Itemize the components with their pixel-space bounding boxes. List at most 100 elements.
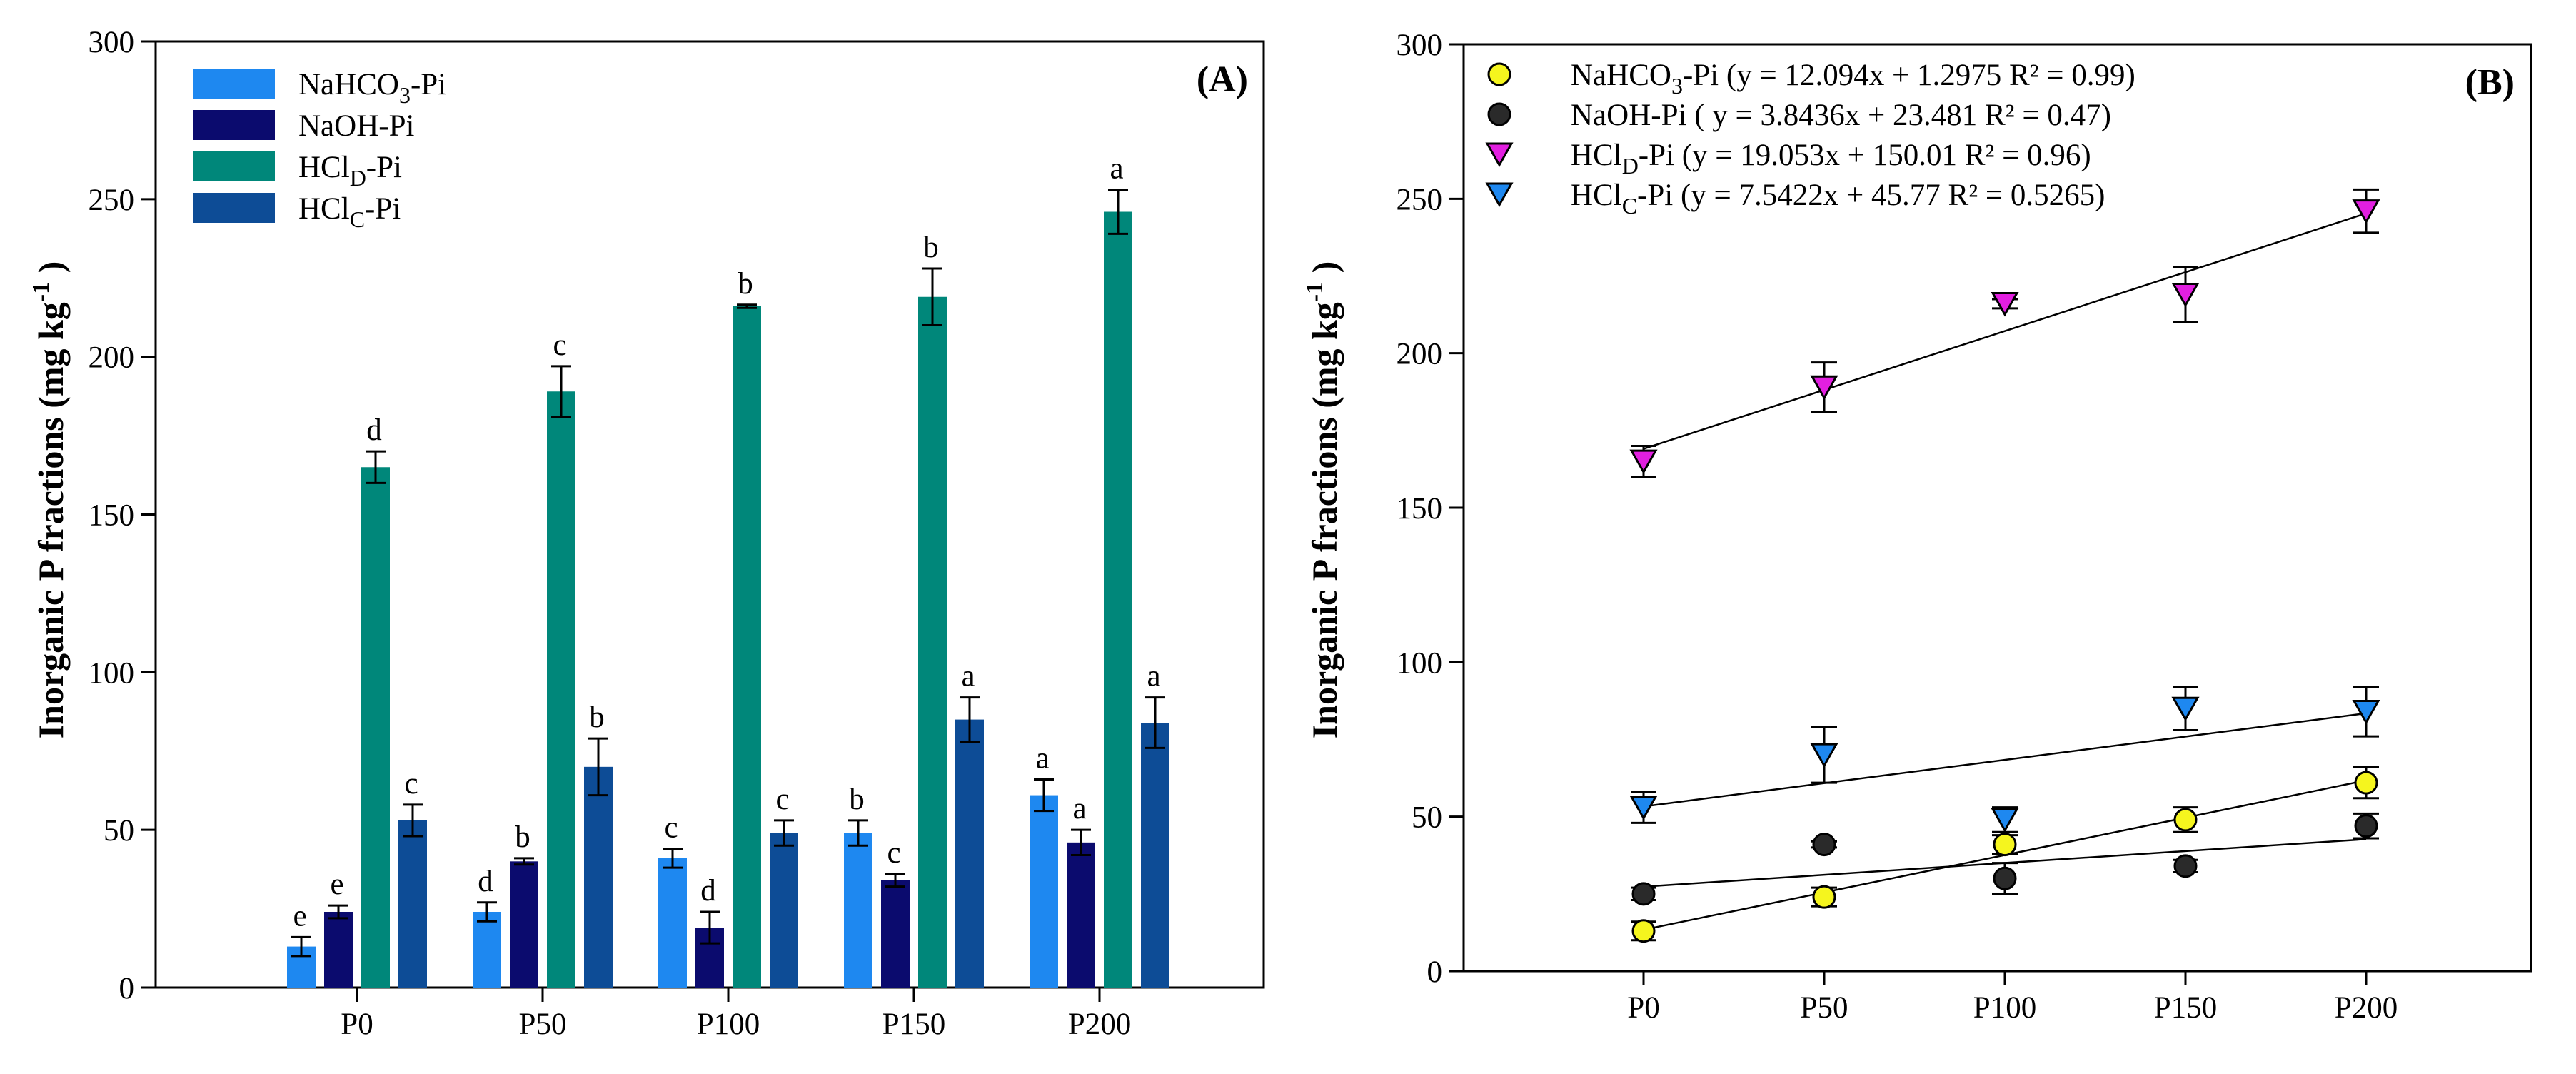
bar-HClD-Pi-P150: [918, 296, 947, 988]
point-NaOH-Pi-P50: [1812, 833, 1836, 857]
point-NaOH-Pi-P100: [1993, 866, 2017, 890]
legend-swatch-HClC-Pi: [193, 193, 275, 223]
bar-HClC-Pi-P200: [1141, 723, 1169, 988]
bar-HClC-Pi-P150: [955, 719, 984, 988]
y-tick-label: 250: [89, 184, 135, 217]
panel-label-b: (B): [2465, 62, 2515, 103]
x-tick-label: P100: [697, 1008, 760, 1041]
significance-letter: b: [849, 783, 865, 816]
bar-NaHCO3-Pi-P50: [473, 912, 501, 988]
legend-label-NaOH-Pi: NaOH-Pi: [298, 109, 414, 143]
bar-NaHCO3-Pi-P150: [844, 833, 872, 988]
y-tick-label: 150: [1397, 492, 1443, 526]
significance-letter: d: [700, 874, 716, 908]
fit-line-HClC-Pi: [1643, 712, 2367, 808]
point-HClC-Pi-P50: [1810, 743, 1838, 768]
legend-marker-NaHCO3-Pi: [1487, 62, 1511, 86]
bar-NaOH-Pi-P0: [324, 912, 353, 988]
point-HClC-Pi-P0: [1629, 796, 1658, 820]
x-tick-label: P150: [2154, 991, 2217, 1025]
y-tick-label: 100: [1397, 646, 1443, 680]
fit-line-HClD-Pi: [1643, 212, 2367, 450]
y-tick-label: 300: [1397, 29, 1443, 62]
legend-marker-HClD-Pi: [1485, 142, 1514, 168]
point-NaHCO3-Pi-P0: [1631, 919, 1656, 943]
bar-HClD-Pi-P0: [361, 467, 390, 988]
point-NaHCO3-Pi-P150: [2173, 808, 2198, 832]
x-tick-label: P150: [882, 1008, 945, 1041]
point-NaOH-Pi-P150: [2173, 854, 2198, 878]
x-tick-label: P0: [1627, 991, 1659, 1025]
legend-marker-NaOH-Pi: [1487, 102, 1511, 126]
y-tick-label: 300: [89, 26, 135, 59]
legend-marker-HClC-Pi: [1485, 182, 1514, 208]
bar-HClD-Pi-P100: [733, 306, 761, 988]
significance-letter: e: [330, 868, 343, 901]
significance-letter: c: [887, 836, 900, 870]
x-tick-label: P200: [2335, 991, 2398, 1025]
significance-letter: a: [1147, 660, 1160, 693]
bar-HClD-Pi-P50: [547, 391, 575, 988]
bar-NaOH-Pi-P200: [1067, 842, 1095, 988]
point-HClC-Pi-P150: [2171, 696, 2200, 722]
bar-HClC-Pi-P100: [770, 833, 798, 988]
point-NaOH-Pi-P200: [2354, 814, 2378, 838]
x-tick-label: P50: [1801, 991, 1848, 1025]
y-axis-title-a: Inorganic P fractions (mg kg-1 ): [28, 261, 71, 739]
panel-b-scatter-chart: 0 50 100 150 200 250 300 P0 P50 P100 P150 P200 NaHCO…: [1302, 29, 2532, 1025]
point-NaHCO3-Pi-P100: [1993, 833, 2017, 857]
bar-HClC-Pi-P0: [398, 820, 427, 988]
point-HClC-Pi-P200: [2352, 700, 2380, 725]
x-tick-label: P50: [519, 1008, 567, 1041]
legend-label-NaHCO3-Pi: NaHCO3-Pi: [298, 68, 446, 108]
y-axis-title-b: Inorganic P fractions (mg kg-1 ): [1302, 261, 1344, 739]
point-HClD-Pi-P150: [2171, 282, 2200, 308]
legend-label-NaHCO3-Pi: NaHCO3-Pi (y = 12.094x + 1.2975 R² = 0.9…: [1571, 59, 2135, 99]
point-HClD-Pi-P0: [1629, 449, 1658, 475]
point-NaHCO3-Pi-P200: [2354, 771, 2378, 795]
legend-swatch-HClD-Pi: [193, 151, 275, 181]
significance-letter: b: [515, 820, 530, 854]
y-tick-label: 200: [1397, 338, 1443, 371]
point-HClC-Pi-P100: [1991, 808, 2019, 833]
significance-letter: c: [664, 811, 678, 845]
y-tick-label: 0: [1427, 955, 1443, 989]
significance-letter: d: [366, 413, 382, 447]
bar-NaOH-Pi-P50: [510, 861, 538, 988]
significance-letter: e: [293, 899, 306, 933]
y-tick-label: 150: [89, 499, 135, 533]
y-tick-label: 100: [89, 656, 135, 690]
y-tick-label: 0: [119, 972, 135, 1005]
y-tick-label: 50: [1412, 801, 1442, 835]
significance-letter: b: [589, 701, 605, 734]
panel-label-a: (A): [1197, 59, 1248, 100]
bar-NaHCO3-Pi-P200: [1030, 795, 1058, 988]
legend-label-HClD-Pi: HClD-Pi: [298, 151, 402, 191]
bar-NaOH-Pi-P150: [881, 880, 910, 988]
significance-letter: a: [1035, 742, 1049, 776]
y-tick-label: 200: [89, 341, 135, 375]
legend-label-HClD-Pi: HClD-Pi (y = 19.053x + 150.01 R² = 0.96): [1571, 139, 2091, 179]
point-HClD-Pi-P200: [2352, 199, 2380, 224]
bar-NaHCO3-Pi-P100: [658, 858, 687, 988]
significance-letter: b: [738, 267, 753, 301]
significance-letter: a: [961, 660, 975, 693]
bar-HClC-Pi-P50: [584, 766, 613, 988]
y-tick-label: 50: [104, 814, 134, 848]
legend-swatch-NaHCO3-Pi: [193, 69, 275, 99]
significance-letter: c: [775, 783, 789, 816]
significance-letter: c: [404, 767, 418, 801]
bar-HClD-Pi-P200: [1104, 211, 1132, 988]
legend-label-HClC-Pi: HClC-Pi: [298, 192, 401, 232]
significance-letter: b: [923, 231, 939, 264]
x-tick-label: P200: [1068, 1008, 1131, 1041]
significance-letter: a: [1072, 792, 1086, 825]
point-NaHCO3-Pi-P50: [1812, 885, 1836, 909]
point-NaOH-Pi-P0: [1631, 882, 1656, 906]
legend-label-HClC-Pi: HClC-Pi (y = 7.5422x + 45.77 R² = 0.5265…: [1571, 179, 2105, 219]
significance-letter: c: [553, 328, 566, 362]
y-tick-label: 250: [1397, 183, 1443, 216]
legend-label-NaOH-Pi: NaOH-Pi ( y = 3.8436x + 23.481 R² = 0.47…: [1571, 99, 2111, 132]
